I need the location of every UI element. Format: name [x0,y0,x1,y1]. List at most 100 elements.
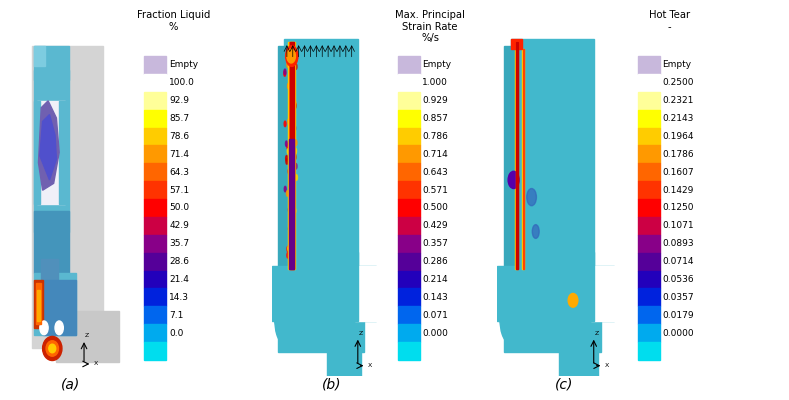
Text: Z: Z [84,333,89,338]
Bar [638,217,660,235]
Bar [284,39,357,273]
Bar [37,290,39,321]
Bar [279,311,364,352]
Circle shape [287,252,289,258]
Text: 0.357: 0.357 [422,239,448,248]
Text: Max. Principal
Strain Rate
%/s: Max. Principal Strain Rate %/s [395,10,465,43]
Bar [516,42,518,269]
Bar [355,266,380,321]
Circle shape [290,96,292,101]
Text: Empty: Empty [169,60,198,70]
Bar [32,46,103,348]
Text: 64.3: 64.3 [169,168,189,177]
Circle shape [289,226,290,232]
Circle shape [290,98,292,103]
Bar [336,252,358,321]
Ellipse shape [39,321,48,335]
Bar [288,42,295,269]
Text: X: X [94,362,98,366]
Text: Fraction Liquid
%: Fraction Liquid % [137,10,210,32]
Bar [638,342,660,360]
Text: 0.1071: 0.1071 [662,221,694,230]
Circle shape [287,144,289,149]
Bar [144,342,166,360]
Bar [638,56,660,74]
Circle shape [284,69,286,75]
Text: 0.0: 0.0 [169,329,184,338]
Bar [497,266,615,321]
Circle shape [284,121,286,127]
Bar [638,324,660,342]
Text: Empty: Empty [662,60,691,70]
Circle shape [286,159,288,164]
Text: 0.0179: 0.0179 [662,311,694,320]
Text: 0.500: 0.500 [422,204,448,212]
Text: 0.2500: 0.2500 [662,78,694,87]
Circle shape [286,191,289,196]
Bar [144,306,166,324]
Text: 0.143: 0.143 [422,293,448,302]
Ellipse shape [55,321,63,335]
Ellipse shape [275,294,290,342]
Circle shape [294,126,296,131]
Circle shape [289,154,291,159]
Text: 35.7: 35.7 [169,239,189,248]
Bar [144,56,166,74]
Circle shape [291,60,293,66]
Circle shape [293,121,294,126]
Bar [144,128,166,146]
Bar [398,217,420,235]
Bar [41,259,58,280]
Circle shape [293,89,295,94]
Bar [144,217,166,235]
Circle shape [294,103,296,109]
Bar [279,46,287,266]
Bar [638,253,660,270]
Bar [144,253,166,270]
Text: (a): (a) [62,378,80,392]
Text: 71.4: 71.4 [169,150,189,159]
Text: 78.6: 78.6 [169,132,189,141]
Bar [638,235,660,253]
Text: 0.2321: 0.2321 [662,96,694,105]
Circle shape [290,248,292,254]
Bar [398,163,420,181]
Text: 42.9: 42.9 [169,221,189,230]
Bar [638,74,660,92]
Bar [35,101,39,204]
Bar [35,70,69,232]
Bar [569,252,593,321]
Bar [35,46,69,80]
Text: 0.786: 0.786 [422,132,448,141]
Circle shape [290,62,292,67]
Circle shape [294,154,296,160]
Ellipse shape [43,336,62,360]
Bar [144,74,166,92]
Bar [638,181,660,199]
Circle shape [293,223,294,229]
Circle shape [289,197,291,202]
Circle shape [290,57,292,62]
Ellipse shape [286,46,298,66]
Circle shape [290,124,291,130]
Ellipse shape [568,294,578,307]
Bar [638,288,660,306]
Text: 0.0357: 0.0357 [662,293,694,302]
Text: 0.857: 0.857 [422,114,448,123]
Bar [522,49,524,269]
Text: (c): (c) [555,378,574,392]
Bar [522,49,524,269]
Circle shape [295,164,297,169]
Text: 14.3: 14.3 [169,293,189,302]
Text: 85.7: 85.7 [169,114,189,123]
Text: Empty: Empty [422,60,451,70]
Bar [398,288,420,306]
Bar [504,46,514,266]
Bar [144,270,166,288]
Text: 57.1: 57.1 [169,186,189,195]
Bar [516,42,518,269]
Circle shape [289,61,291,67]
Bar [398,128,420,146]
Circle shape [286,141,287,146]
Bar [638,270,660,288]
